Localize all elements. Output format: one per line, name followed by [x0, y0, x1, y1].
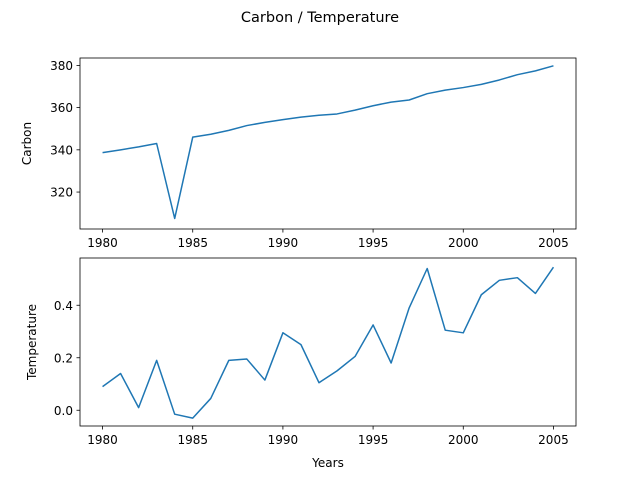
temperature-x-tick-label: 2005 — [538, 433, 569, 447]
temperature-series-line — [102, 266, 555, 419]
carbon-x-tick-label: 1995 — [358, 236, 389, 250]
temperature-axes-frame — [79, 257, 577, 427]
carbon-x-tick-label: 1990 — [268, 236, 299, 250]
temperature-y-tick-label: 0.2 — [54, 351, 73, 365]
temperature-x-tick-label: 1990 — [268, 433, 299, 447]
carbon-panel: 1980 1985 1990 1995 2000 2005 320 340 360 380 Ca… — [20, 57, 577, 250]
temperature-x-tick-label: 1985 — [177, 433, 208, 447]
temperature-x-tick-label: 1980 — [87, 433, 118, 447]
carbon-y-axis-label: Carbon — [20, 122, 34, 165]
carbon-x-ticks: 1980 1985 1990 1995 2000 2005 — [87, 229, 569, 250]
carbon-x-tick-label: 1985 — [177, 236, 208, 250]
temperature-y-tick-label: 0.4 — [54, 299, 73, 313]
temperature-x-ticks: 1980 1985 1990 1995 2000 2005 — [87, 426, 569, 447]
temperature-panel: 1980 1985 1990 1995 2000 2005 0.0 0.2 0.4 Tempe… — [25, 257, 577, 470]
temperature-x-tick-label: 2000 — [448, 433, 479, 447]
carbon-x-tick-label: 2005 — [538, 236, 569, 250]
carbon-axes-frame — [79, 57, 577, 230]
carbon-y-tick-label: 320 — [50, 186, 73, 200]
carbon-series-line — [102, 65, 554, 220]
carbon-y-tick-label: 380 — [50, 59, 73, 73]
carbon-y-ticks: 320 340 360 380 — [50, 59, 80, 200]
temperature-y-tick-label: 0.0 — [54, 404, 73, 418]
temperature-y-ticks: 0.0 0.2 0.4 — [54, 299, 80, 418]
carbon-x-tick-label: 2000 — [448, 236, 479, 250]
carbon-x-tick-label: 1980 — [87, 236, 118, 250]
temperature-y-axis-label: Temperature — [25, 304, 39, 381]
figure-title: Carbon / Temperature — [241, 10, 399, 26]
carbon-y-tick-label: 360 — [50, 101, 73, 115]
temperature-x-tick-label: 1995 — [358, 433, 389, 447]
carbon-y-tick-label: 340 — [50, 143, 73, 157]
temperature-x-axis-label: Years — [311, 456, 344, 470]
